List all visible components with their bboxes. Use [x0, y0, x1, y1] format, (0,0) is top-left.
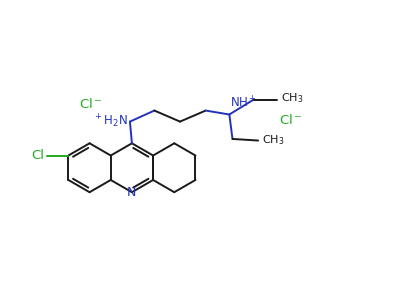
Text: Cl$^-$: Cl$^-$	[79, 97, 102, 111]
Text: CH$_3$: CH$_3$	[282, 91, 304, 105]
Text: N: N	[127, 186, 137, 199]
Text: Cl: Cl	[32, 149, 45, 162]
Text: Cl$^-$: Cl$^-$	[279, 113, 302, 128]
Text: $^+$H$_2$N: $^+$H$_2$N	[93, 113, 128, 130]
Text: NH$^+$: NH$^+$	[230, 95, 257, 111]
Text: CH$_3$: CH$_3$	[262, 134, 284, 147]
